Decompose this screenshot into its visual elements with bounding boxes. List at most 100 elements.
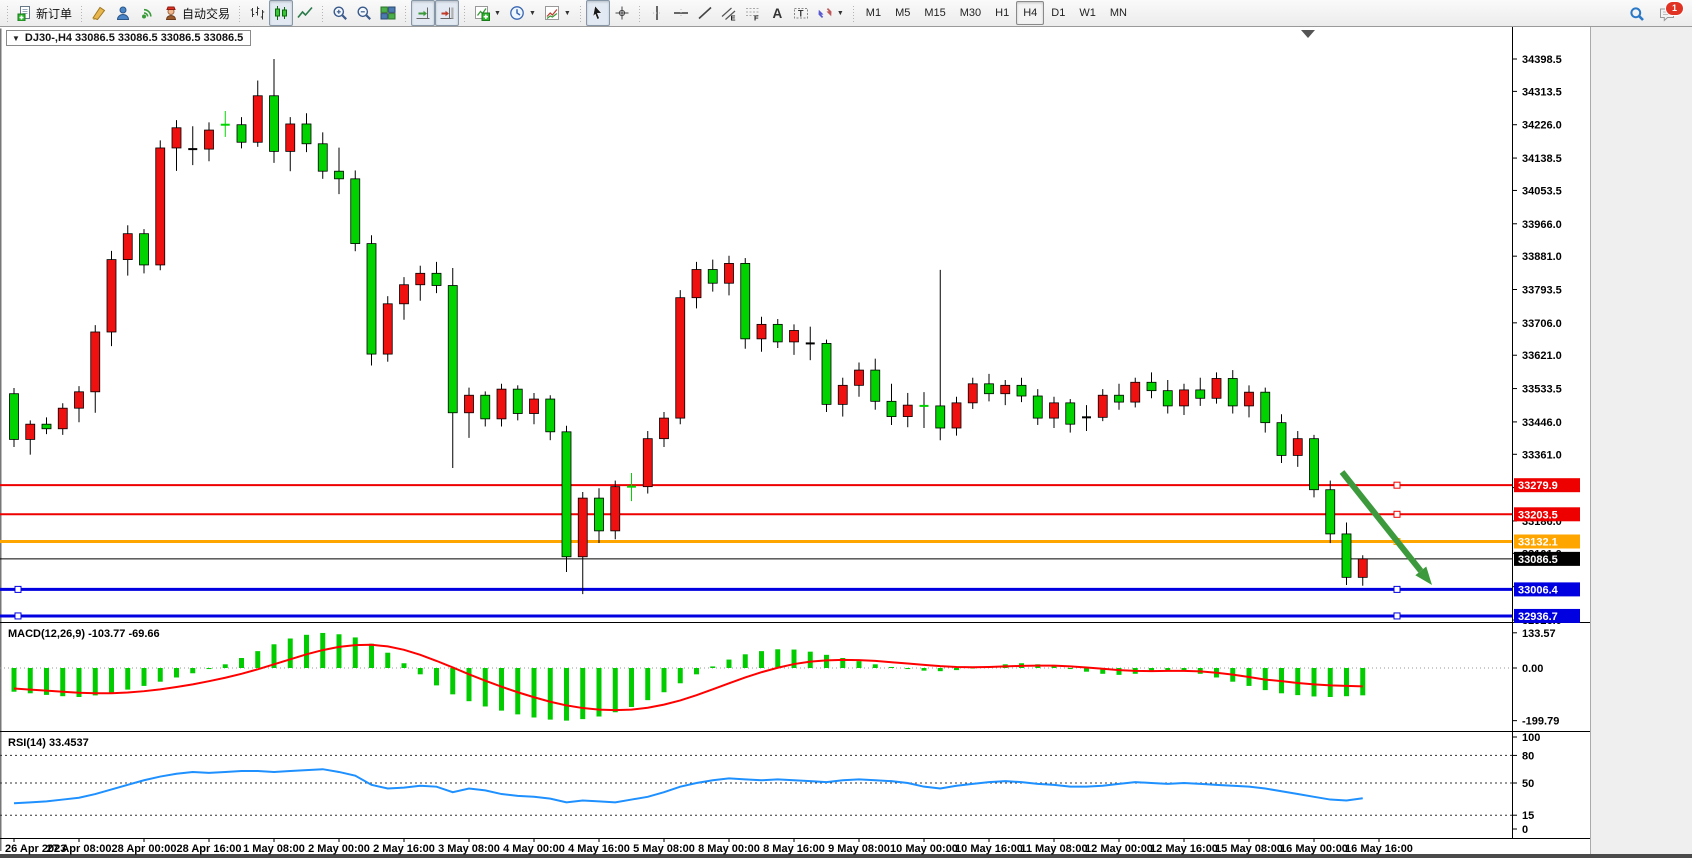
horizontal-line-button[interactable] [669, 0, 693, 26]
line-handle[interactable] [1393, 612, 1401, 620]
toolbar-grip [577, 4, 583, 22]
down-arrow-annotation[interactable] [1339, 470, 1432, 585]
svg-text:15 May 08:00: 15 May 08:00 [1215, 843, 1283, 855]
svg-text:33006.4: 33006.4 [1518, 584, 1559, 596]
market-watch-button[interactable] [111, 0, 135, 26]
fibonacci-icon: F [745, 8, 760, 21]
indicators-button[interactable]: ▼ [470, 0, 505, 26]
bar-chart-button[interactable] [245, 0, 269, 26]
signals-button[interactable] [135, 0, 159, 26]
templates-button[interactable]: ▼ [540, 0, 575, 26]
auto-trading-button[interactable]: 自动交易 [159, 0, 234, 26]
toolbar-grip [403, 4, 409, 22]
periods-button[interactable]: ▼ [505, 0, 540, 26]
zoom-in-button[interactable] [328, 0, 352, 26]
chevron-down-icon: ▼ [494, 9, 501, 17]
line-handle[interactable] [14, 612, 22, 620]
svg-text:10 May 00:00: 10 May 00:00 [890, 843, 958, 855]
timeframe-m5-button[interactable]: M5 [895, 7, 911, 19]
fibonacci-button[interactable]: F [741, 0, 765, 26]
cursor-icon [592, 5, 602, 20]
timeframe-h1-button[interactable]: H1 [995, 7, 1010, 19]
candlestick-chart-button[interactable] [269, 0, 294, 26]
periods-icon [510, 6, 524, 20]
svg-text:8 May 00:00: 8 May 00:00 [698, 843, 760, 855]
timeframe-d1-button[interactable]: D1 [1051, 7, 1066, 19]
svg-text:A: A [772, 6, 782, 21]
search-button[interactable] [1628, 6, 1646, 22]
rsi-label: RSI(14) 33.4537 [8, 737, 89, 749]
horizontal-line-icon [673, 9, 688, 17]
line-handle[interactable] [1393, 585, 1401, 593]
line-handle[interactable] [14, 585, 22, 593]
toolbar: 新订单 自动交易 ▼ ▼ ▼ E F A T ▼ M1 M5 M15 M30 H1 H4 D1 W1 MN [0, 0, 1692, 27]
chart-shift-marker[interactable] [1301, 30, 1315, 38]
vertical-line-icon [652, 6, 661, 20]
equidistant-channel-button[interactable]: E [717, 0, 741, 26]
zoom-out-button[interactable] [352, 0, 376, 26]
cursor-button[interactable] [585, 0, 610, 26]
channel-icon: E [721, 7, 735, 21]
svg-text:8 May 16:00: 8 May 16:00 [763, 843, 825, 855]
macd-label: MACD(12,26,9) -103.77 -69.66 [8, 628, 160, 640]
svg-text:16 May 00:00: 16 May 00:00 [1280, 843, 1348, 855]
text-icon: A [772, 6, 782, 21]
trendline-button[interactable] [693, 0, 717, 26]
timeframe-m30-button[interactable]: M30 [959, 7, 982, 19]
svg-text:-199.79: -199.79 [1522, 716, 1559, 728]
svg-text:33132.1: 33132.1 [1518, 536, 1558, 548]
svg-text:34398.5: 34398.5 [1522, 54, 1562, 66]
chevron-down-icon: ▼ [528, 9, 536, 17]
toolbar-grip [79, 4, 85, 22]
line-handle[interactable] [1393, 481, 1401, 489]
timeframe-h4-button[interactable]: H4 [1016, 1, 1045, 25]
svg-text:34226.0: 34226.0 [1522, 120, 1562, 132]
svg-text:1 May 08:00: 1 May 08:00 [243, 843, 305, 855]
arrows-button[interactable]: ▼ [813, 0, 848, 26]
svg-text:100: 100 [1522, 732, 1540, 744]
toolbar-grip [636, 4, 642, 22]
label-icon: T [793, 8, 808, 19]
svg-text:2 May 16:00: 2 May 16:00 [373, 843, 435, 855]
crosshair-button[interactable] [610, 0, 634, 26]
svg-text:33361.0: 33361.0 [1522, 449, 1562, 461]
rsi-line [13, 768, 1363, 805]
svg-text:0.00: 0.00 [1522, 663, 1543, 675]
svg-text:11 May 08:00: 11 May 08:00 [1020, 843, 1087, 855]
timeframe-m1-button[interactable]: M1 [865, 7, 882, 19]
svg-text:10 May 16:00: 10 May 16:00 [955, 843, 1023, 855]
line-handle[interactable] [1393, 510, 1401, 518]
svg-text:33793.5: 33793.5 [1522, 285, 1562, 297]
vertical-line-button[interactable] [645, 0, 669, 26]
chart-title-box[interactable]: ▼ DJ30-,H4 33086.5 33086.5 33086.5 33086… [6, 30, 252, 46]
svg-text:33966.0: 33966.0 [1522, 219, 1562, 231]
svg-text:34313.5: 34313.5 [1522, 86, 1562, 98]
signals-icon [142, 8, 152, 19]
text-label-button[interactable]: T [789, 0, 813, 26]
svg-text:33279.9: 33279.9 [1518, 480, 1558, 492]
svg-text:33533.5: 33533.5 [1522, 384, 1562, 396]
timeframe-m15-button[interactable]: M15 [924, 7, 946, 19]
auto-scroll-button[interactable] [411, 0, 436, 26]
line-chart-button[interactable] [293, 0, 317, 26]
toolbar-grip [850, 4, 856, 22]
new-order-button[interactable]: 新订单 [13, 0, 76, 26]
price-chart: 34398.5 34313.5 34226.0 34138.5 34053.5 33966… [0, 27, 1692, 858]
timeframe-w1-button[interactable]: W1 [1079, 7, 1096, 19]
timeframe-mn-button[interactable]: MN [1109, 7, 1127, 19]
svg-text:33203.5: 33203.5 [1518, 509, 1558, 521]
notifications-button[interactable]: 1 [1658, 1, 1683, 22]
new-order-button-label: 新订单 [36, 6, 73, 21]
text-button[interactable]: A [765, 0, 789, 26]
profiles-button[interactable] [87, 0, 111, 26]
chart-shift-button[interactable] [435, 0, 460, 26]
chart-window: 34398.5 34313.5 34226.0 34138.5 34053.5 33966… [0, 27, 1692, 858]
svg-text:12 May 00:00: 12 May 00:00 [1085, 843, 1153, 855]
candlestick-series [9, 59, 1368, 595]
tile-windows-button[interactable] [376, 0, 400, 26]
toolbar-right: 1 [1628, 1, 1683, 26]
bar-chart-icon [250, 6, 265, 20]
svg-text:133.57: 133.57 [1522, 628, 1556, 640]
